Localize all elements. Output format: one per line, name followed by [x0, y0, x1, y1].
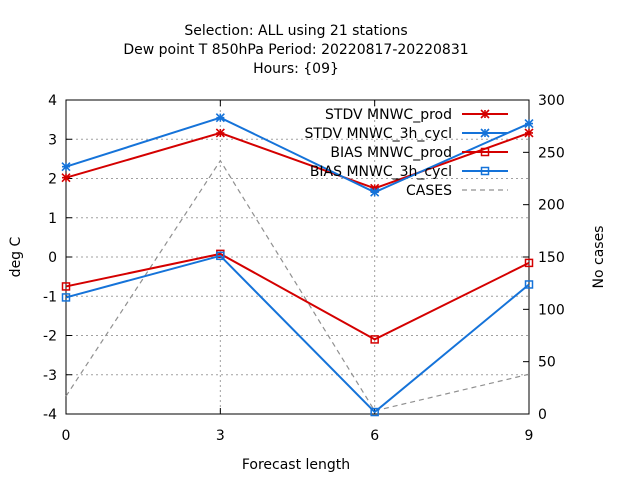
- legend-item: CASES: [406, 183, 508, 199]
- y2-axis-label: No cases: [591, 226, 607, 289]
- y-axis-label: deg C: [8, 236, 24, 277]
- series-layer: [61, 113, 534, 417]
- y2-tick-label: 100: [538, 302, 565, 318]
- y2-tick-label: 0: [538, 407, 547, 423]
- chart-title: Selection: ALL using 21 stations Dew poi…: [123, 23, 468, 77]
- star-marker: [524, 118, 534, 129]
- title-line-3: Hours: {09}: [253, 61, 339, 77]
- series-line: [65, 116, 530, 194]
- y-tick-label: 1: [48, 211, 57, 227]
- star-marker: [215, 113, 225, 123]
- legend: STDV MNWC_prod STDV MNWC_3h_cycl BIAS MNWC…: [304, 107, 508, 199]
- x-tick-label: 9: [525, 428, 534, 444]
- legend-label: CASES: [406, 183, 452, 199]
- legend-label: BIAS MNWC_3h_cycl: [310, 164, 452, 180]
- series-line: [65, 131, 530, 190]
- series-bias-mnwc-3h-cycl: [61, 251, 534, 417]
- series-stdv-mnwc-prod: [61, 128, 534, 193]
- series-stdv-mnwc-3h-cycl: [61, 113, 534, 197]
- square-marker: [61, 282, 71, 291]
- x-axis-label: Forecast length: [242, 457, 350, 473]
- y-tick-label: -2: [43, 329, 57, 345]
- square-marker: [370, 335, 379, 344]
- square-marker: [216, 251, 225, 261]
- y2-tick-label: 250: [538, 145, 565, 161]
- y2-tick-label: 150: [538, 250, 565, 266]
- series-bias-mnwc-prod: [61, 249, 534, 344]
- y2-tick-label: 50: [538, 355, 556, 371]
- series-line: [65, 254, 530, 414]
- star-marker: [480, 109, 490, 119]
- series-line: [65, 252, 530, 341]
- legend-item: STDV MNWC_prod: [325, 107, 508, 123]
- star-marker: [215, 128, 225, 138]
- square-marker: [480, 147, 490, 157]
- star-marker: [480, 128, 490, 138]
- grid: [66, 100, 529, 414]
- y-tick-label: 4: [48, 93, 57, 109]
- y2-tick-label: 200: [538, 198, 565, 214]
- legend-label: STDV MNWC_3h_cycl: [304, 126, 452, 142]
- y-tick-label: -1: [43, 289, 57, 305]
- y2-tick-label: 300: [538, 93, 565, 109]
- title-line-1: Selection: ALL using 21 stations: [184, 23, 407, 39]
- square-marker: [370, 407, 379, 417]
- series-cases: [65, 159, 530, 412]
- x-tick-label: 3: [216, 428, 225, 444]
- legend-item: BIAS MNWC_3h_cycl: [310, 164, 508, 180]
- series-line: [65, 159, 530, 412]
- axis-ticks: -4 -3 -2 -1 0 1 2 3 4 0 50 100 150 200 250 300 0 3 6 9: [43, 93, 565, 444]
- square-marker: [61, 293, 71, 302]
- title-line-2: Dew point T 850hPa Period: 20220817-2022…: [123, 42, 468, 58]
- square-marker: [524, 258, 534, 268]
- y-tick-label: 3: [48, 132, 57, 148]
- star-marker: [524, 128, 534, 138]
- legend-label: STDV MNWC_prod: [325, 107, 452, 123]
- legend-item: BIAS MNWC_prod: [330, 145, 508, 161]
- star-marker: [370, 187, 380, 197]
- legend-label: BIAS MNWC_prod: [330, 145, 452, 161]
- y-tick-label: -3: [43, 368, 57, 384]
- star-marker: [61, 173, 71, 183]
- y-tick-label: -4: [43, 407, 57, 423]
- square-marker: [480, 166, 490, 176]
- legend-item: STDV MNWC_3h_cycl: [304, 126, 508, 142]
- square-marker: [524, 280, 534, 289]
- y-tick-label: 0: [48, 250, 57, 266]
- x-tick-label: 6: [370, 428, 379, 444]
- star-marker: [61, 162, 71, 172]
- x-tick-label: 0: [62, 428, 71, 444]
- y-tick-label: 2: [48, 172, 57, 188]
